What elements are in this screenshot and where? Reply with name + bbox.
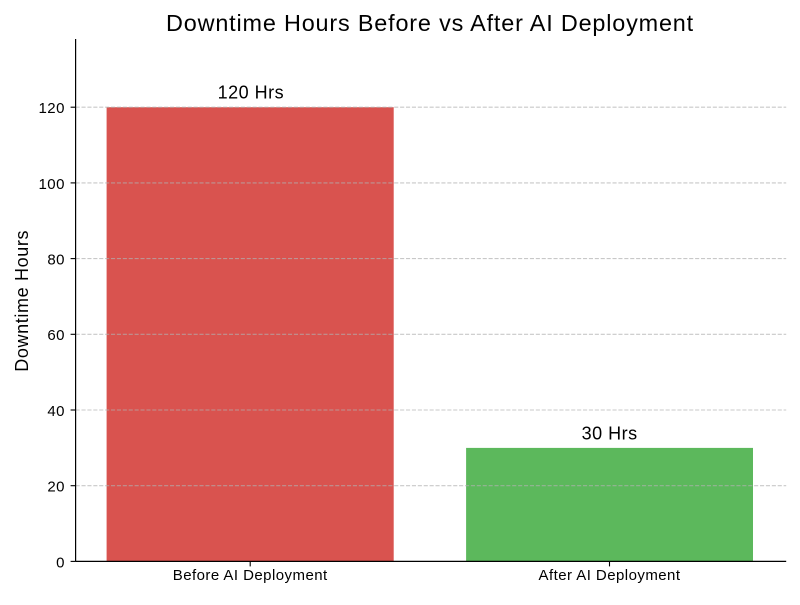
svg-text:Before AI Deployment: Before AI Deployment (173, 567, 328, 584)
svg-text:120: 120 (38, 100, 65, 117)
svg-text:60: 60 (47, 327, 65, 344)
svg-text:120 Hrs: 120 Hrs (218, 83, 285, 103)
svg-text:Downtime Hours: Downtime Hours (12, 230, 32, 372)
svg-text:30 Hrs: 30 Hrs (582, 424, 638, 444)
svg-text:0: 0 (56, 554, 65, 571)
svg-text:20: 20 (47, 479, 65, 496)
svg-text:Downtime Hours Before vs After: Downtime Hours Before vs After AI Deploy… (166, 10, 694, 36)
svg-text:After AI Deployment: After AI Deployment (539, 567, 681, 584)
svg-text:40: 40 (47, 403, 65, 420)
svg-text:80: 80 (47, 252, 65, 269)
svg-text:100: 100 (38, 176, 65, 193)
